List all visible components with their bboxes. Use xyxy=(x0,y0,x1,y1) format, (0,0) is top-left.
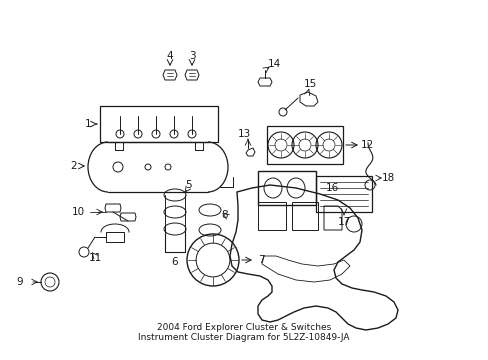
Text: 16: 16 xyxy=(325,183,338,193)
Text: 5: 5 xyxy=(184,180,191,190)
Text: 15: 15 xyxy=(303,79,316,89)
Text: 2: 2 xyxy=(71,161,77,171)
Text: 8: 8 xyxy=(221,210,228,220)
Text: 3: 3 xyxy=(188,51,195,61)
Text: 18: 18 xyxy=(381,173,394,183)
Text: 14: 14 xyxy=(267,59,280,69)
Text: 9: 9 xyxy=(17,277,23,287)
Text: 6: 6 xyxy=(171,257,178,267)
Text: 2004 Ford Explorer Cluster & Switches
Instrument Cluster Diagram for 5L2Z-10849-: 2004 Ford Explorer Cluster & Switches In… xyxy=(138,323,349,342)
Text: 4: 4 xyxy=(166,51,173,61)
Text: 11: 11 xyxy=(88,253,102,263)
Text: 1: 1 xyxy=(84,119,91,129)
Text: 12: 12 xyxy=(360,140,373,150)
Text: 17: 17 xyxy=(337,217,350,227)
Text: 7: 7 xyxy=(257,255,264,265)
Text: 13: 13 xyxy=(237,129,250,139)
Text: 10: 10 xyxy=(71,207,84,217)
